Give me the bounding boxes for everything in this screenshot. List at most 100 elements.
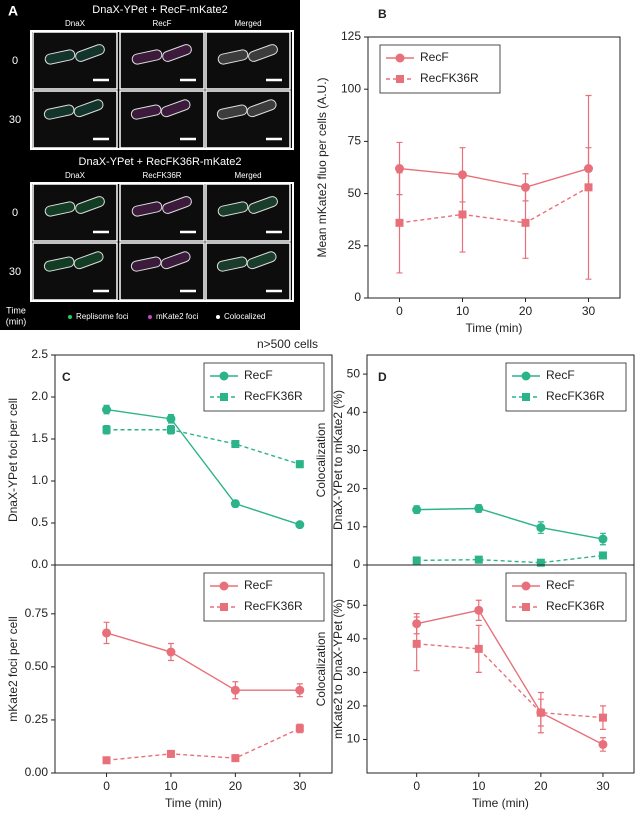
y-tick-label: 50 xyxy=(348,186,362,200)
column-label: RecF xyxy=(152,19,171,28)
cell-outline xyxy=(248,44,278,62)
panel-label: A xyxy=(8,3,18,19)
cell-outline xyxy=(162,44,192,62)
y-axis-label: Colocalization xyxy=(314,423,328,498)
cell-outline xyxy=(246,99,277,118)
data-point xyxy=(295,460,304,469)
legend-box xyxy=(505,362,627,412)
x-tick-label: 0 xyxy=(413,779,420,793)
data-point xyxy=(474,503,484,513)
cell-outline xyxy=(75,44,105,62)
y-tick-label: 50 xyxy=(347,597,361,611)
column-label: DnaX xyxy=(65,19,86,28)
data-point xyxy=(598,713,607,722)
data-point xyxy=(412,639,421,648)
data-point xyxy=(295,685,305,695)
data-point xyxy=(458,210,467,219)
legend-label: RecFK36R xyxy=(546,599,605,613)
cell-outline xyxy=(130,256,162,272)
legend-marker xyxy=(522,393,530,401)
cell-outline xyxy=(248,196,278,214)
legend-label: Replisome foci xyxy=(76,312,129,321)
y-tick-label: 125 xyxy=(341,29,361,43)
legend-label: RecF xyxy=(244,368,273,382)
image-grid-frame xyxy=(30,182,294,302)
data-point xyxy=(166,425,175,434)
y-tick-label: 50 xyxy=(347,366,361,380)
x-tick-label: 10 xyxy=(472,779,486,793)
y-tick-label: 0 xyxy=(354,290,361,304)
y-axis-label: Mean mKate2 fluo per cells (A.U.) xyxy=(315,77,329,257)
series-line xyxy=(416,507,604,540)
series-line xyxy=(399,167,589,189)
y-tick-label: 1.5 xyxy=(31,431,48,445)
x-tick-label: 20 xyxy=(519,304,533,318)
y-tick-label: 0.50 xyxy=(25,659,49,673)
legend-marker xyxy=(396,75,404,83)
panel-label: B xyxy=(378,7,387,21)
axes: 0.0 0.5 1.0 1.5 2.0 2.5 DnaX-YPet foci per cel… xyxy=(6,337,333,571)
legend-marker xyxy=(395,53,405,63)
data-point xyxy=(102,405,112,415)
series-line xyxy=(399,186,589,224)
row-label: 30 xyxy=(9,266,21,278)
x-tick-label: 0 xyxy=(396,304,403,318)
axes: 10 20 30 40 50 0 10 20 30 Time (min) Colocalizatio… xyxy=(314,564,635,810)
y-tick-label: 0.0 xyxy=(31,557,48,571)
y-tick-label: 2.5 xyxy=(31,347,48,361)
data-point xyxy=(231,754,240,763)
data-point xyxy=(474,605,484,615)
data-point xyxy=(412,556,421,565)
x-tick-label: 20 xyxy=(229,779,243,793)
plot-frame xyxy=(54,564,333,774)
y-tick-label: 0.75 xyxy=(25,606,49,620)
column-label: RecFK36R xyxy=(142,171,181,180)
cell-outline xyxy=(44,201,76,217)
x-axis-label: Time (min) xyxy=(165,796,222,810)
data-point xyxy=(102,628,112,638)
legend-label: RecF xyxy=(546,368,575,382)
x-tick-label: 10 xyxy=(164,779,178,793)
column-label: DnaX xyxy=(65,171,86,180)
legend-label: Colocalized xyxy=(224,312,265,321)
data-point xyxy=(166,647,176,657)
data-point xyxy=(536,708,545,717)
data-point xyxy=(521,218,530,227)
axis-label: (min) xyxy=(6,316,27,326)
series-line xyxy=(106,408,301,526)
data-point xyxy=(474,644,483,653)
y-tick-label: 20 xyxy=(347,481,361,495)
cell-outline xyxy=(130,104,162,120)
cell-outline xyxy=(131,201,163,217)
panel-label: D xyxy=(378,370,387,384)
legend-marker xyxy=(521,371,531,381)
legend-label: RecFK36R xyxy=(546,389,605,403)
x-tick-label: 30 xyxy=(293,779,307,793)
axis-label: Time xyxy=(6,305,26,315)
legend-label: RecFK36R xyxy=(244,389,303,403)
y-tick-label: 2.0 xyxy=(31,389,48,403)
image-grid-frame xyxy=(30,30,294,150)
x-tick-label: 20 xyxy=(534,779,548,793)
data-point xyxy=(395,164,404,174)
y-tick-label: 10 xyxy=(347,519,361,533)
data-point xyxy=(536,523,546,533)
y-tick-label: 30 xyxy=(347,443,361,457)
series-line xyxy=(106,429,301,465)
y-axis-label: DnaX-YPet foci per cell xyxy=(6,398,20,522)
data-point xyxy=(395,218,404,227)
column-label: Merged xyxy=(234,171,261,180)
cell-outline xyxy=(216,104,248,120)
data-point xyxy=(584,183,593,192)
y-axis-label: mKate2 foci per cell xyxy=(6,616,20,721)
y-tick-label: 0.00 xyxy=(25,765,49,779)
y-tick-label: 20 xyxy=(347,698,361,712)
legend-box xyxy=(379,44,501,94)
legend-box xyxy=(203,362,325,412)
cell-outline xyxy=(43,104,75,120)
axes: 0 25 50 75 100 125 0 10 20 30 Time (min) Mean mKate… xyxy=(315,7,621,335)
column-label: Merged xyxy=(234,19,261,28)
y-tick-label: 40 xyxy=(347,631,361,645)
series-line xyxy=(416,554,604,564)
y-tick-label: 75 xyxy=(348,134,362,148)
